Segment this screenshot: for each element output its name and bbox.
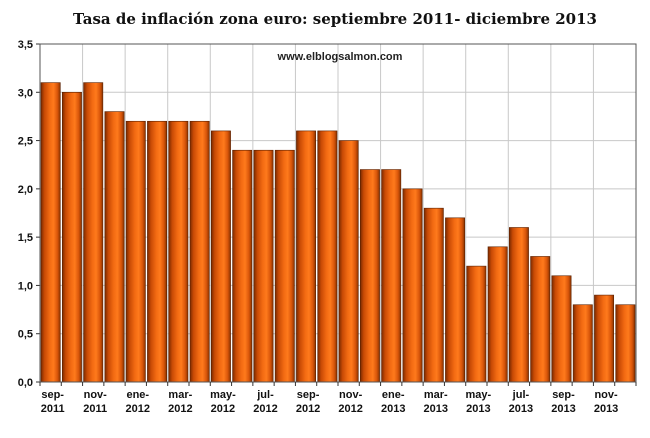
x-tick-label-year: 2011 xyxy=(83,403,107,415)
y-tick-label: 2,5 xyxy=(18,136,33,148)
x-tick-label-year: 2012 xyxy=(296,403,320,415)
bar-abr-2013 xyxy=(445,217,466,383)
x-tick-label-year: 2012 xyxy=(168,403,192,415)
axis-layer: 0,0 0,5 1,0 1,5 2,0 2,5 3,0 3,5 sep- 2011 nov- 2011… xyxy=(18,39,637,415)
bar-oct-2012 xyxy=(317,130,338,383)
bar-nov-2013 xyxy=(594,294,615,383)
x-tick-label-month: nov- xyxy=(84,389,108,401)
bar-feb-2012 xyxy=(147,120,168,383)
bar-sep-2013 xyxy=(551,275,572,383)
x-tick-label-year: 2013 xyxy=(594,403,618,415)
x-tick-label-month: may- xyxy=(210,389,236,401)
bar-ago-2013 xyxy=(530,256,551,383)
y-tick-label: 1,5 xyxy=(18,232,33,244)
x-tick-label-month: sep- xyxy=(297,389,320,401)
bar-nov-2011 xyxy=(83,82,104,383)
bar-may-2013 xyxy=(466,265,487,383)
x-tick-label-month: nov- xyxy=(339,389,363,401)
chart-title: Tasa de inflación zona euro: septiembre … xyxy=(73,10,597,28)
y-tick-label: 1,0 xyxy=(18,280,33,292)
bar-feb-2013 xyxy=(402,188,423,383)
bar-ene-2013 xyxy=(381,169,402,383)
x-tick-label-year: 2012 xyxy=(338,403,362,415)
bar-dic-2011 xyxy=(104,111,125,383)
bar-sep-2011 xyxy=(40,82,61,383)
x-tick-label-year: 2013 xyxy=(551,403,575,415)
bar-ene-2012 xyxy=(125,120,146,383)
x-tick-label-year: 2013 xyxy=(424,403,448,415)
x-tick-label-month: jul- xyxy=(256,389,274,401)
bar-dic-2012 xyxy=(359,169,380,383)
bar-dic-2013 xyxy=(615,304,636,383)
x-tick-label-month: mar- xyxy=(424,389,448,401)
bar-abr-2012 xyxy=(189,120,210,383)
bars-layer xyxy=(40,82,636,383)
x-tick-label-year: 2012 xyxy=(126,403,150,415)
watermark-annotation: www.elblogsalmon.com xyxy=(277,51,403,63)
x-tick-label-month: jul- xyxy=(512,389,530,401)
x-tick-label-year: 2013 xyxy=(381,403,405,415)
x-tick-label-year: 2013 xyxy=(466,403,490,415)
x-tick-label-year: 2012 xyxy=(253,403,277,415)
bar-jul-2012 xyxy=(253,149,274,383)
bar-sep-2012 xyxy=(296,130,317,383)
x-tick-label-month: ene- xyxy=(382,389,405,401)
bar-mar-2012 xyxy=(168,120,189,383)
x-tick-label-month: mar- xyxy=(168,389,192,401)
x-tick-label-month: sep- xyxy=(41,389,64,401)
bar-may-2012 xyxy=(210,130,231,383)
y-tick-label: 0,5 xyxy=(18,329,33,341)
x-tick-label-month: nov- xyxy=(594,389,618,401)
x-tick-label-month: sep- xyxy=(552,389,575,401)
x-tick-label-year: 2012 xyxy=(211,403,235,415)
x-tick-label-month: may- xyxy=(466,389,492,401)
bar-oct-2013 xyxy=(572,304,593,383)
bar-oct-2011 xyxy=(61,91,82,383)
bar-jul-2013 xyxy=(508,227,529,383)
x-tick-label-month: ene- xyxy=(126,389,149,401)
bar-mar-2013 xyxy=(423,207,444,383)
y-tick-label: 3,5 xyxy=(18,39,33,51)
bar-nov-2012 xyxy=(338,140,359,383)
y-tick-label: 0,0 xyxy=(18,377,33,389)
bar-jun-2013 xyxy=(487,246,508,383)
x-tick-label-year: 2013 xyxy=(509,403,533,415)
y-tick-label: 2,0 xyxy=(18,184,33,196)
bar-jun-2012 xyxy=(232,149,253,383)
x-tick-label-year: 2011 xyxy=(41,403,65,415)
bar-ago-2012 xyxy=(274,149,295,383)
y-tick-label: 3,0 xyxy=(18,87,33,99)
